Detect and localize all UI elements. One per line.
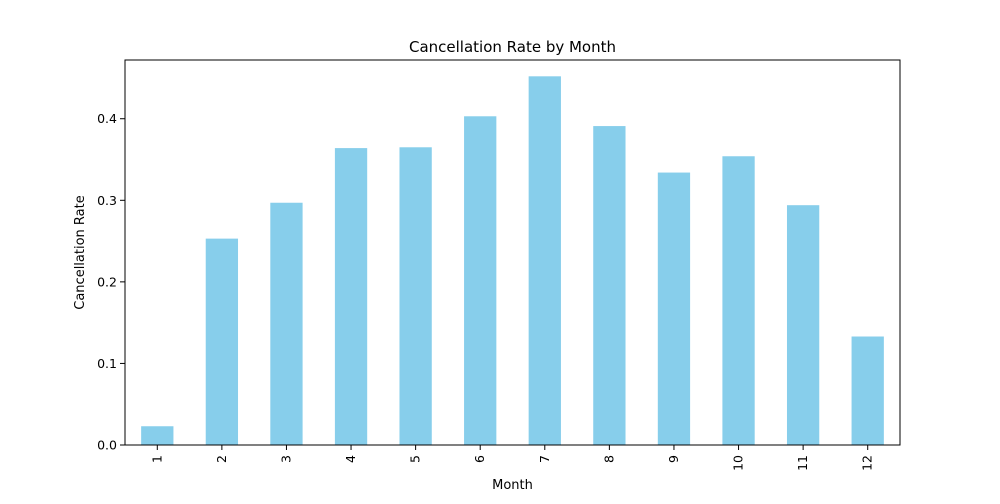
x-tick-label: 3 — [278, 455, 293, 463]
x-tick-label: 2 — [214, 455, 229, 463]
y-tick-label: 0.0 — [97, 438, 117, 453]
bar-month-5 — [399, 147, 432, 445]
plot-frame — [124, 59, 901, 446]
x-tick-label: 11 — [795, 455, 810, 471]
x-tick-label: 5 — [408, 455, 423, 463]
y-tick-label: 0.3 — [97, 193, 117, 208]
bar-month-3 — [270, 202, 303, 445]
y-tick-label: 0.4 — [97, 111, 117, 126]
bars-group — [141, 76, 884, 445]
bar-month-10 — [722, 156, 755, 445]
bar-month-9 — [657, 172, 691, 445]
x-tick-label: 9 — [666, 455, 681, 463]
x-tick-label: 6 — [472, 455, 487, 463]
y-axis-label: Cancellation Rate — [73, 195, 88, 309]
x-tick-label: 1 — [149, 455, 164, 463]
y-tick-label: 0.2 — [97, 274, 117, 289]
bar-month-2 — [205, 238, 239, 445]
x-tick-label: 12 — [860, 455, 875, 471]
ticks-group: 1 2 3 4 5 6 7 8 9 10 11 120.00.10.20.30.4 — [97, 111, 875, 471]
chart-title: Cancellation Rate by Month — [409, 38, 616, 56]
bar-month-7 — [528, 76, 561, 445]
bar-month-4 — [334, 148, 368, 445]
bar-month-1 — [141, 426, 174, 445]
bar-month-11 — [786, 205, 820, 445]
x-tick-label: 4 — [343, 455, 358, 463]
x-axis-label: Month — [492, 478, 533, 493]
y-tick-label: 0.1 — [97, 356, 117, 371]
bar-month-12 — [851, 336, 884, 445]
x-tick-label: 7 — [537, 455, 552, 463]
bar-month-8 — [593, 126, 626, 445]
bar-month-6 — [464, 116, 497, 445]
x-tick-label: 10 — [731, 455, 746, 471]
x-tick-label: 8 — [601, 455, 616, 463]
